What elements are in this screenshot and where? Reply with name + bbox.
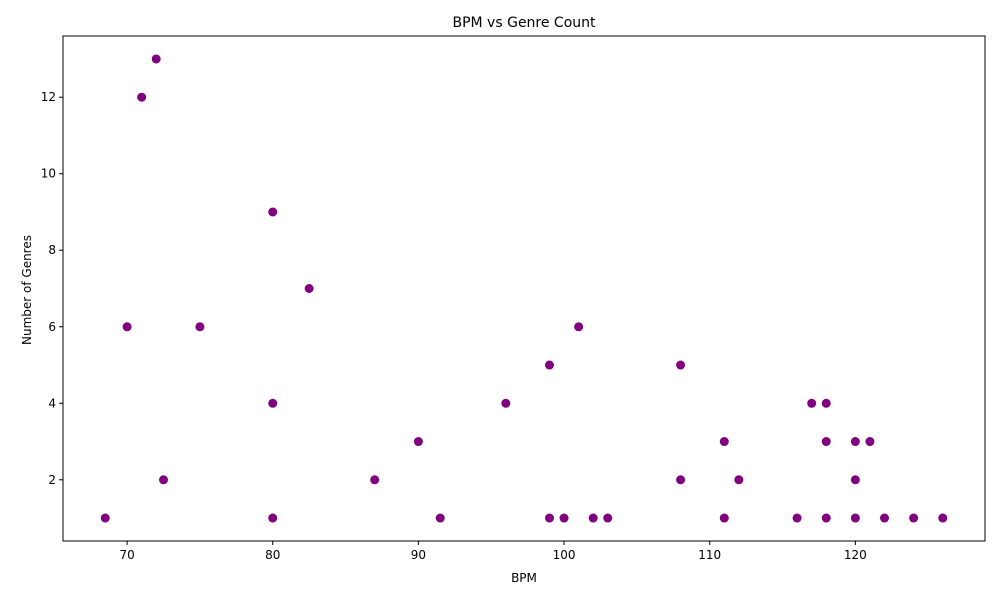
data-point-20 [676, 360, 686, 370]
data-point-11 [413, 437, 423, 447]
data-point-13 [501, 398, 511, 408]
x-tick-label-0: 70 [119, 548, 134, 562]
data-point-31 [850, 475, 860, 485]
data-point-22 [719, 437, 729, 447]
y-axis-label: Number of Genres [20, 235, 34, 345]
chart-title: BPM vs Genre Count [452, 15, 596, 31]
x-axis-label: BPM [511, 571, 537, 585]
plot-frame [62, 35, 986, 542]
data-point-30 [850, 437, 860, 447]
data-point-8 [268, 513, 278, 523]
data-point-7 [268, 398, 278, 408]
data-point-27 [821, 398, 831, 408]
x-tick-label-1: 80 [265, 548, 280, 562]
x-tick-label-4: 110 [698, 548, 721, 562]
data-point-33 [865, 437, 875, 447]
data-point-14 [544, 360, 554, 370]
y-tick-label-0: 2 [48, 473, 56, 487]
x-tick-label-2: 90 [411, 548, 426, 562]
data-points [100, 54, 948, 523]
data-point-24 [734, 475, 744, 485]
data-point-28 [821, 437, 831, 447]
data-point-36 [938, 513, 948, 523]
x-axis-ticks: 70 80 90 100 110 120 [119, 541, 867, 562]
y-tick-label-2: 6 [48, 320, 56, 334]
data-point-35 [909, 513, 919, 523]
data-point-3 [151, 54, 161, 64]
data-point-5 [195, 322, 205, 332]
data-point-6 [268, 207, 278, 217]
x-tick-label-5: 120 [844, 548, 867, 562]
data-point-9 [304, 284, 314, 293]
y-tick-label-5: 12 [41, 90, 56, 104]
data-point-23 [719, 513, 729, 523]
data-point-25 [792, 513, 802, 523]
data-point-16 [559, 513, 569, 523]
data-point-19 [603, 513, 613, 523]
y-axis-ticks: 2 4 6 8 10 12 [41, 90, 63, 487]
data-point-34 [879, 513, 889, 523]
x-tick-label-3: 100 [553, 548, 576, 562]
y-tick-label-1: 4 [48, 396, 56, 410]
y-tick-label-3: 8 [48, 243, 56, 257]
data-point-26 [807, 398, 817, 408]
data-point-10 [370, 475, 380, 485]
data-point-29 [821, 513, 831, 523]
data-point-12 [435, 513, 445, 523]
y-tick-label-4: 10 [41, 167, 56, 181]
data-point-1 [122, 322, 132, 332]
data-point-15 [544, 513, 554, 523]
data-point-21 [676, 475, 686, 485]
data-point-18 [588, 513, 598, 523]
data-point-17 [574, 322, 584, 332]
data-point-4 [159, 475, 169, 485]
data-point-0 [100, 513, 110, 523]
data-point-32 [850, 513, 860, 523]
data-point-2 [137, 92, 147, 102]
